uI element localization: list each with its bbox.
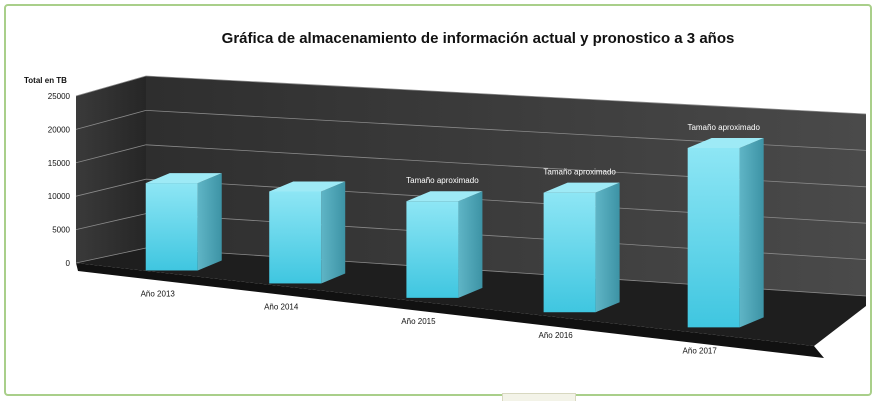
bar-top: [687, 137, 764, 148]
gridline: [145, 75, 867, 115]
bar-front: [145, 183, 198, 271]
gridline-side: [75, 110, 147, 130]
bar: [687, 137, 764, 328]
x-tick-label: Año 2015: [401, 317, 436, 326]
gridline-side: [75, 247, 147, 264]
bar-chart: 0 5000 10000 15000 20000 25000 Año 2013 Año 20…: [48, 75, 867, 358]
bottom-tab: [502, 393, 576, 401]
bar-side: [595, 182, 620, 313]
gridline-side: [75, 144, 147, 164]
x-tick-label: Año 2013: [141, 289, 176, 298]
bar-top: [543, 182, 620, 193]
y-tick-label: 15000: [48, 159, 71, 168]
bar-front: [406, 201, 459, 298]
gridline-side: [75, 178, 147, 197]
y-tick-label: 0: [66, 259, 71, 268]
bar: [145, 173, 222, 271]
bar-annotation: Tamaño aproximado: [543, 168, 616, 177]
y-tick-label: 5000: [52, 226, 70, 235]
y-tick-label: 20000: [48, 125, 71, 134]
bar: [269, 181, 346, 284]
bar-front: [543, 192, 596, 313]
chart-frame: Gráfica de almacenamiento de información…: [4, 4, 872, 396]
bar-side: [739, 137, 764, 328]
bar-top: [406, 191, 483, 202]
bar-top: [269, 181, 346, 192]
x-tick-label: Año 2017: [683, 346, 718, 355]
bar: [406, 191, 483, 298]
side-wall: [76, 76, 146, 263]
chart-title: Gráfica de almacenamiento de información…: [221, 30, 735, 47]
gridline-side: [75, 75, 147, 97]
y-tick-label: 10000: [48, 192, 71, 201]
bar-annotation: Tamaño aproximado: [406, 176, 479, 185]
bar-side: [458, 191, 483, 298]
gridline-side: [75, 213, 147, 230]
bar-top: [145, 173, 222, 184]
bar: [543, 182, 620, 313]
bar-side: [197, 173, 222, 271]
floor-edge: [76, 263, 824, 358]
x-tick-label: Año 2014: [264, 302, 299, 311]
bar-front: [687, 147, 740, 328]
y-axis-label: Total en TB: [24, 76, 67, 85]
y-tick-label: 25000: [48, 92, 71, 101]
x-tick-label: Año 2016: [538, 331, 573, 340]
bar-annotation: Tamaño aproximado: [687, 123, 760, 132]
bar-side: [321, 181, 346, 284]
bar-front: [269, 191, 322, 284]
